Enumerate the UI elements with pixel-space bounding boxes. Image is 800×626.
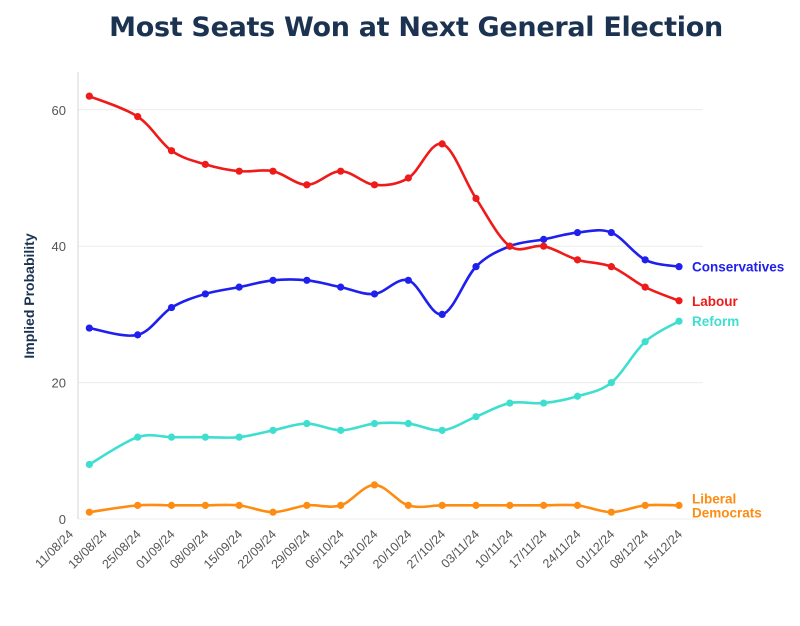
data-point-reform: [134, 433, 142, 441]
data-point-liberal-democrats: [235, 501, 243, 509]
data-point-liberal-democrats: [641, 501, 649, 509]
data-point-conservatives: [370, 290, 379, 298]
data-point-liberal-democrats: [337, 501, 345, 509]
y-tick-label: 0: [59, 512, 66, 527]
data-point-reform: [472, 413, 480, 421]
data-point-liberal-democrats: [506, 501, 514, 509]
data-point-labour: [269, 167, 277, 175]
series-line-liberal-democrats: [88, 483, 681, 514]
data-point-labour: [370, 181, 379, 189]
chart-title: Most Seats Won at Next General Election: [109, 12, 723, 43]
data-point-reform: [641, 338, 649, 346]
data-point-labour: [573, 256, 582, 264]
data-point-conservatives: [675, 263, 683, 271]
data-point-liberal-democrats: [269, 508, 277, 516]
data-point-liberal-democrats: [675, 501, 683, 509]
data-point-reform: [506, 399, 514, 407]
data-point-conservatives: [573, 228, 582, 237]
data-point-liberal-democrats: [607, 508, 615, 516]
data-point-liberal-democrats: [472, 501, 480, 509]
data-point-reform: [337, 426, 345, 434]
data-point-liberal-democrats: [134, 501, 142, 509]
series-conservatives: [85, 228, 683, 339]
data-point-conservatives: [269, 276, 277, 284]
data-point-labour: [540, 242, 548, 250]
data-point-reform: [269, 426, 277, 434]
data-point-reform: [235, 433, 243, 441]
data-point-labour: [134, 113, 142, 121]
data-point-conservatives: [134, 331, 142, 339]
series-labour: [85, 92, 683, 305]
data-point-conservatives: [438, 310, 446, 318]
data-point-labour: [641, 283, 649, 291]
data-point-conservatives: [167, 303, 176, 312]
series-line-reform: [88, 319, 681, 466]
data-point-reform: [675, 317, 683, 325]
data-point-liberal-democrats: [167, 501, 176, 509]
data-point-labour: [404, 174, 412, 182]
data-point-labour: [438, 140, 446, 148]
data-point-conservatives: [404, 276, 412, 284]
data-point-conservatives: [85, 324, 93, 332]
data-point-labour: [167, 147, 176, 155]
data-point-liberal-democrats: [303, 501, 311, 509]
data-point-labour: [675, 297, 683, 305]
gridlines: [78, 109, 703, 520]
data-point-liberal-democrats: [85, 508, 93, 516]
series-label-conservatives: Conservatives: [692, 260, 784, 275]
data-point-labour: [607, 263, 615, 271]
series-reform: [85, 317, 683, 469]
data-point-reform: [607, 379, 615, 387]
data-point-liberal-democrats: [438, 501, 446, 509]
data-point-conservatives: [303, 276, 311, 284]
series-line-labour: [88, 94, 681, 303]
series-label-labour: Labour: [692, 294, 738, 309]
y-axis-label: Implied Probability: [21, 233, 37, 358]
y-tick-labels: 0 20 40 60: [52, 103, 66, 527]
data-point-labour: [201, 160, 209, 168]
data-point-conservatives: [337, 283, 345, 291]
data-point-labour: [303, 181, 311, 189]
data-point-liberal-democrats: [404, 501, 412, 509]
data-point-labour: [235, 167, 243, 175]
data-point-liberal-democrats: [573, 501, 582, 509]
data-point-conservatives: [472, 263, 480, 271]
data-point-reform: [404, 419, 412, 428]
data-point-labour: [472, 194, 480, 203]
y-tick-label: 40: [52, 239, 66, 254]
series-label-liberal-democrats: Democrats: [692, 505, 762, 520]
data-point-reform: [540, 399, 548, 407]
data-point-reform: [370, 419, 379, 428]
data-point-liberal-democrats: [540, 501, 548, 509]
series-lines: [85, 92, 683, 516]
data-point-reform: [438, 426, 446, 434]
data-point-reform: [201, 433, 209, 441]
series-labels: Conservatives Labour Reform LiberalDemocrat…: [692, 260, 784, 521]
data-point-reform: [167, 433, 176, 441]
x-tick-labels: 11/08/2418/08/2425/08/2401/09/2408/09/24…: [32, 527, 685, 571]
data-point-labour: [337, 167, 345, 175]
data-point-labour: [85, 92, 93, 100]
data-point-reform: [573, 392, 582, 400]
y-tick-label: 20: [52, 376, 66, 391]
series-liberal-democrats: [85, 481, 683, 516]
data-point-conservatives: [201, 290, 209, 298]
data-point-reform: [303, 419, 311, 428]
series-label-reform: Reform: [692, 314, 739, 329]
data-point-liberal-democrats: [201, 501, 209, 509]
data-point-conservatives: [540, 235, 548, 243]
data-point-reform: [85, 460, 93, 469]
data-point-labour: [506, 242, 514, 250]
data-point-conservatives: [641, 256, 649, 264]
series-label-liberal-democrats: Liberal: [692, 491, 736, 506]
data-point-conservatives: [607, 228, 615, 237]
y-tick-label: 60: [52, 103, 66, 118]
data-point-liberal-democrats: [370, 481, 379, 489]
data-point-conservatives: [235, 283, 243, 291]
